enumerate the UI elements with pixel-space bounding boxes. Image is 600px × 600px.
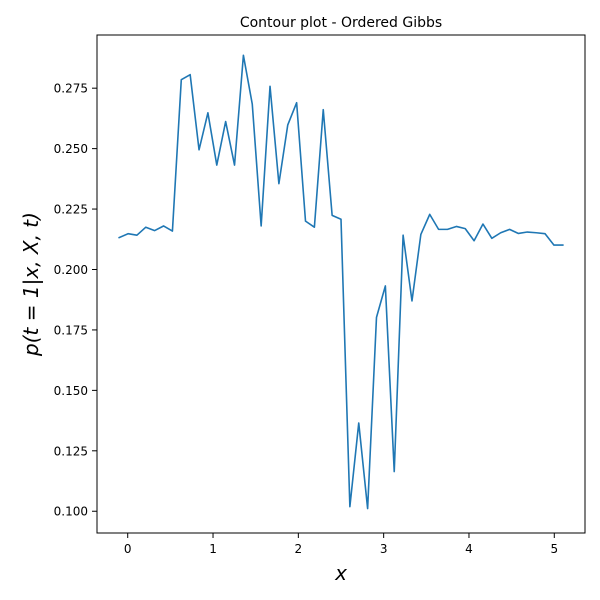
series-line: [118, 54, 564, 510]
x-tick-label: 5: [550, 542, 558, 556]
x-tick-label: 2: [295, 542, 303, 556]
y-tick-label: 0.200: [54, 263, 88, 277]
y-axis: 0.100 0.125 0.150 0.175 0.200 0.225 0.250 0.275: [54, 82, 97, 519]
plot-frame: [96, 34, 586, 534]
x-tick-label: 0: [124, 542, 132, 556]
y-tick-label: 0.250: [54, 142, 88, 156]
y-tick-label: 0.150: [54, 384, 88, 398]
y-axis-label: p(t = 1|x, X, t): [19, 212, 43, 357]
x-tick-label: 3: [380, 542, 388, 556]
x-axis-label: x: [334, 561, 347, 585]
y-tick-label: 0.225: [54, 203, 88, 217]
y-tick-label: 0.100: [54, 505, 88, 519]
x-tick-label: 1: [209, 542, 217, 556]
y-tick-label: 0.275: [54, 82, 88, 96]
plot-area: [118, 54, 564, 510]
chart-title: Contour plot - Ordered Gibbs: [240, 15, 442, 31]
y-tick-label: 0.125: [54, 444, 88, 458]
y-tick-label: 0.175: [54, 323, 88, 337]
x-tick-label: 4: [465, 542, 473, 556]
x-axis: 0 1 2 3 4 5: [124, 533, 558, 556]
